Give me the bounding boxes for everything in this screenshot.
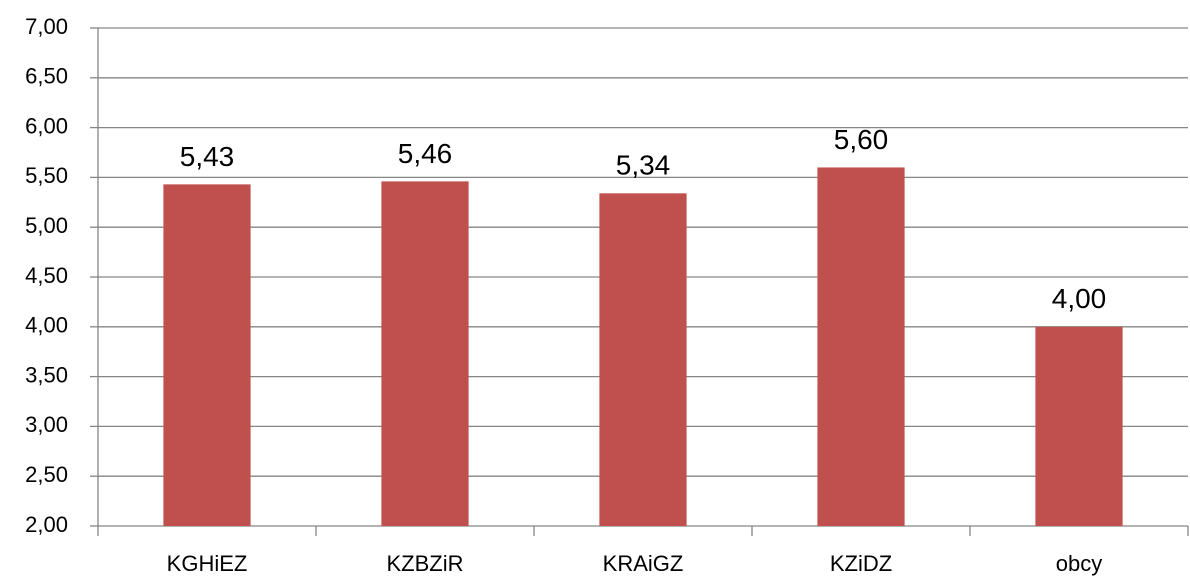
x-tick-label: KZBZiR bbox=[387, 551, 464, 576]
value-label: 5,34 bbox=[616, 150, 671, 181]
y-tick-label: 4,00 bbox=[25, 313, 68, 338]
y-tick-label: 3,50 bbox=[25, 362, 68, 387]
bar bbox=[381, 181, 469, 526]
y-tick-label: 4,50 bbox=[25, 263, 68, 288]
y-tick-label: 7,00 bbox=[25, 14, 68, 39]
bar bbox=[163, 184, 251, 526]
x-tick-label: obcy bbox=[1056, 551, 1102, 576]
y-tick-label: 2,00 bbox=[25, 512, 68, 537]
x-tick-label: KZiDZ bbox=[830, 551, 892, 576]
bar bbox=[817, 167, 905, 526]
value-label: 5,60 bbox=[834, 124, 889, 155]
y-tick-label: 5,00 bbox=[25, 213, 68, 238]
bar bbox=[1035, 326, 1123, 526]
x-tick-label: KRAiGZ bbox=[603, 551, 684, 576]
y-tick-label: 5,50 bbox=[25, 163, 68, 188]
value-label: 4,00 bbox=[1052, 283, 1107, 314]
bar bbox=[599, 193, 687, 526]
value-label: 5,43 bbox=[180, 141, 235, 172]
y-tick-label: 3,00 bbox=[25, 412, 68, 437]
y-tick-label: 6,00 bbox=[25, 113, 68, 138]
y-tick-label: 2,50 bbox=[25, 462, 68, 487]
y-tick-label: 6,50 bbox=[25, 64, 68, 89]
value-label: 5,46 bbox=[398, 138, 453, 169]
x-tick-label: KGHiEZ bbox=[167, 551, 248, 576]
